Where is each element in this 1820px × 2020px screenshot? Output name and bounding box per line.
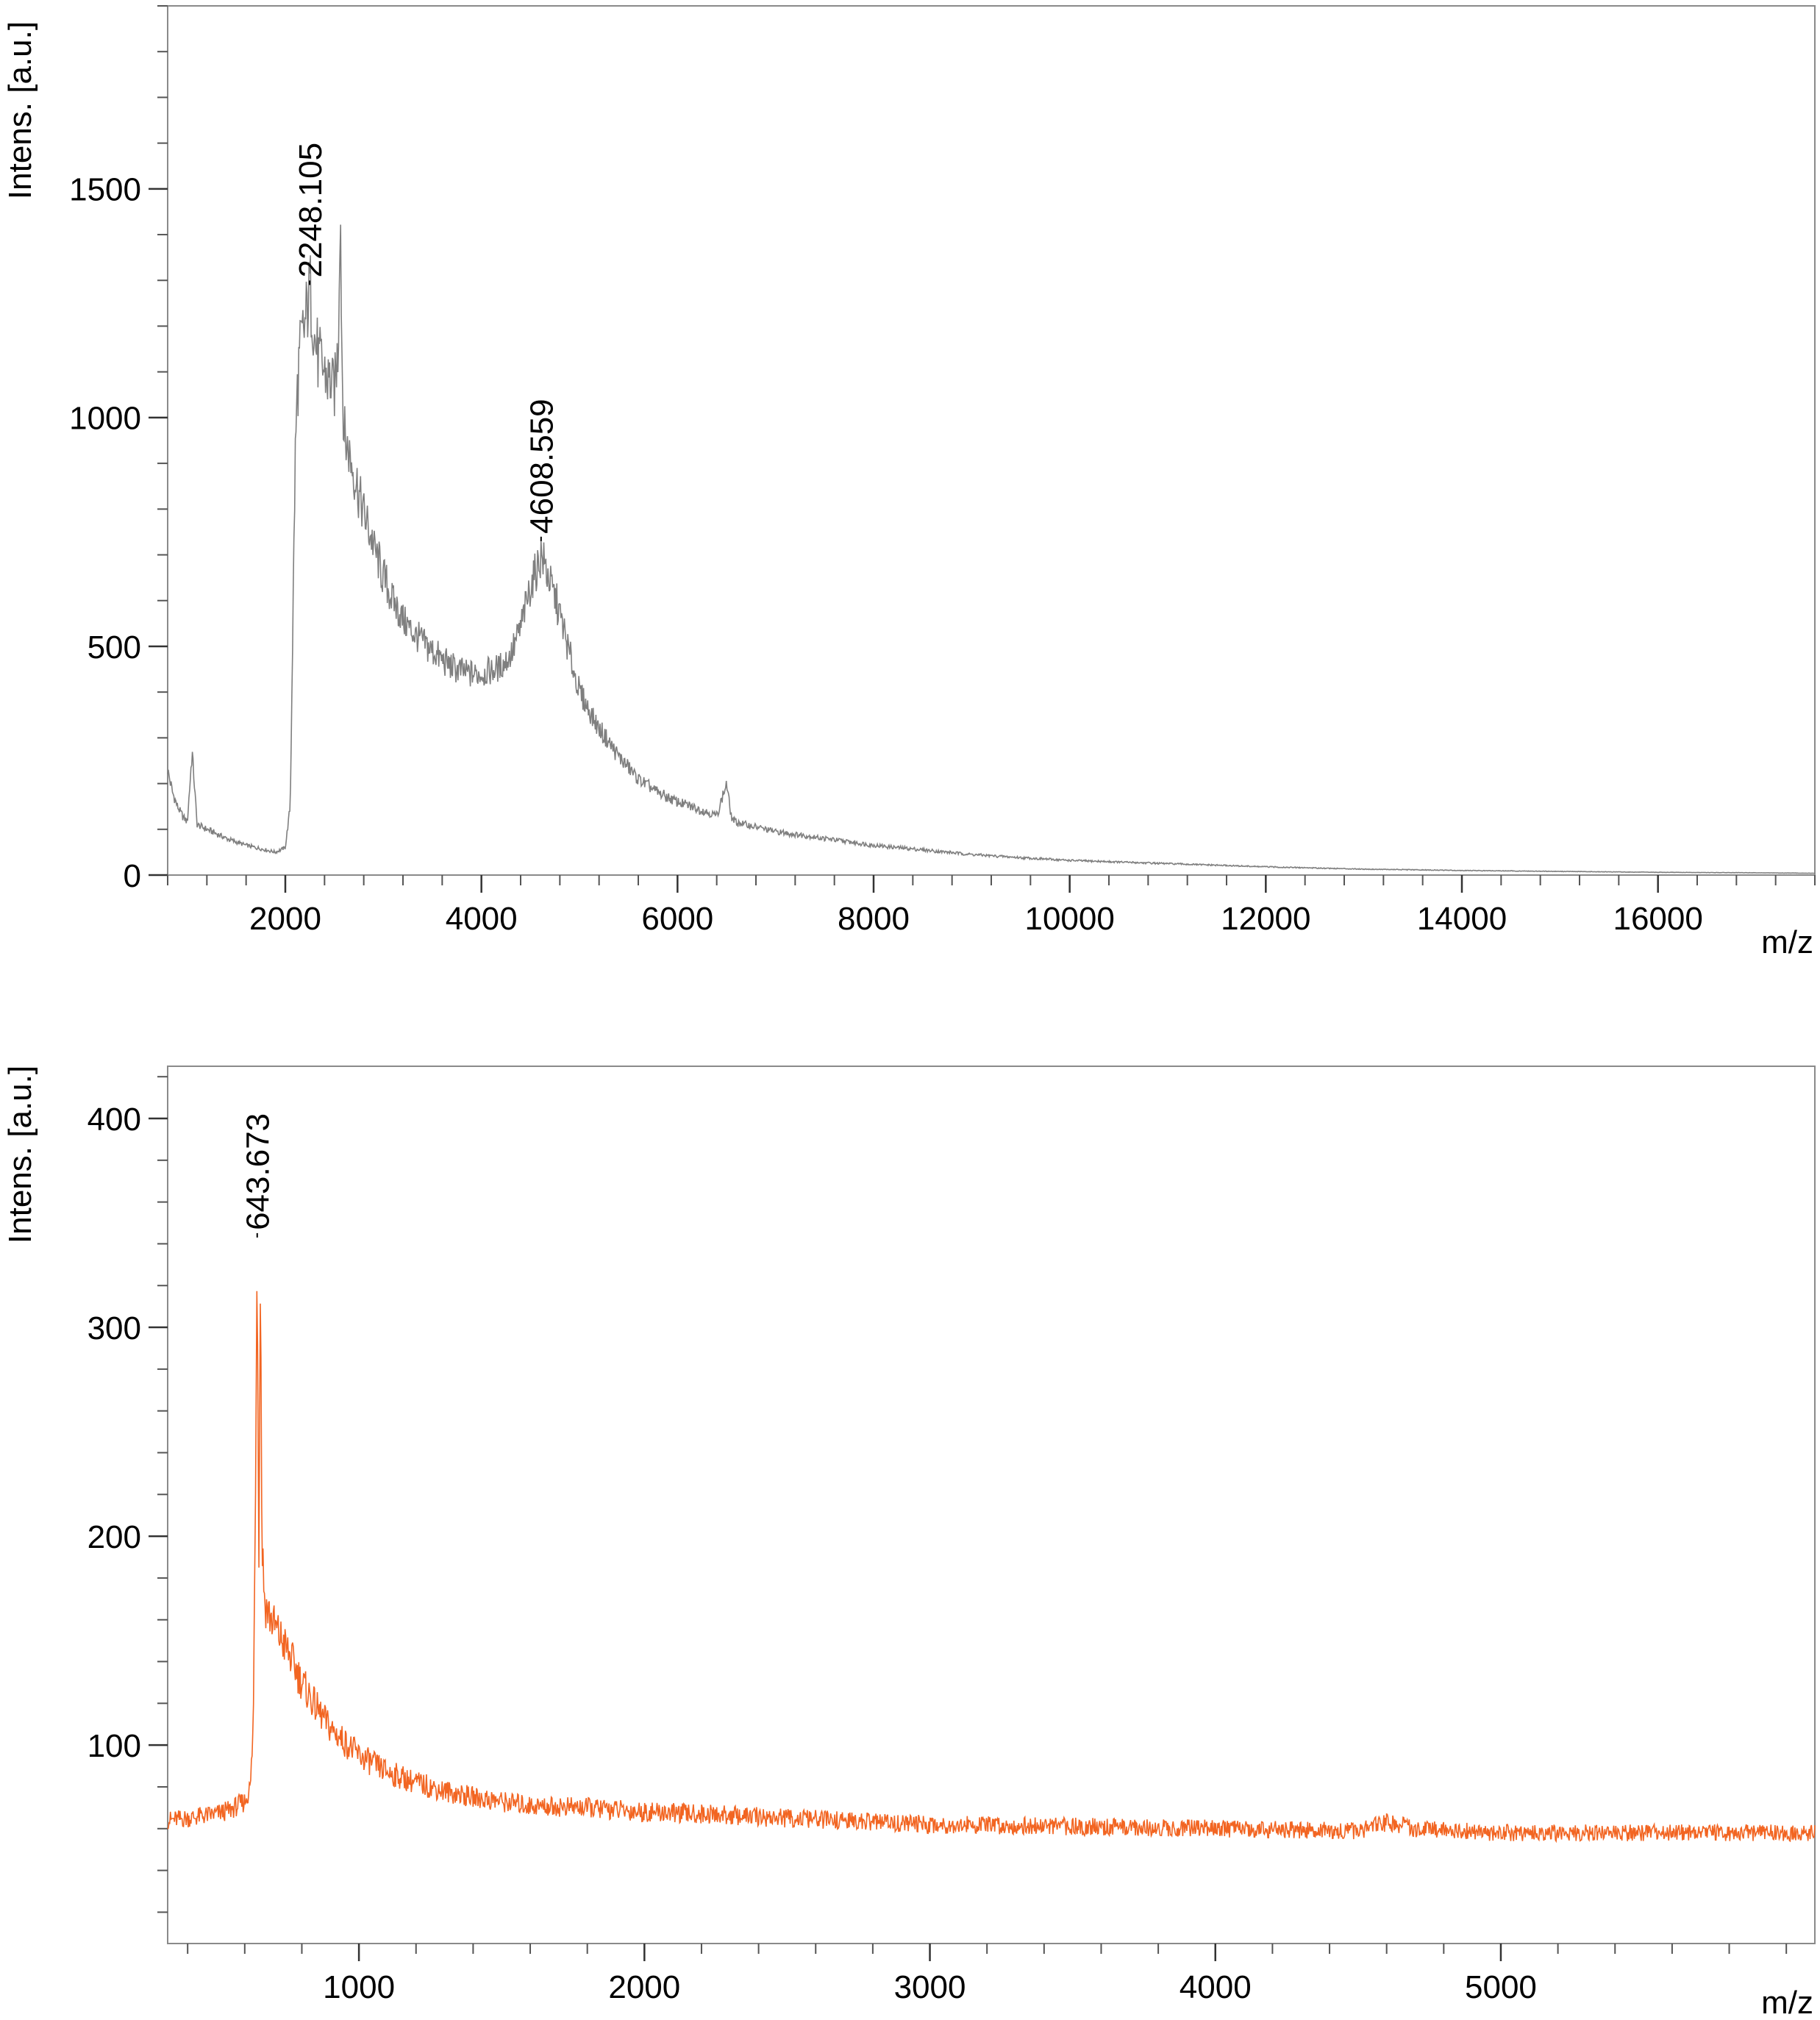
y-tick-label: 200 — [88, 1519, 141, 1555]
x-tick-label: 2000 — [249, 901, 321, 937]
y-tick-label: 1000 — [69, 401, 141, 437]
y-tick-label: 300 — [88, 1310, 141, 1346]
series-line-group: 643.673 — [167, 1113, 1816, 1844]
x-axis-label: m/z — [1761, 1985, 1813, 2020]
axis-labels: Intens. [a.u.] m/z — [2, 1066, 1813, 2020]
axis-ticks: 100 200 300 400 1000 2000 3000 4000 5000 — [88, 1076, 1788, 2005]
series-line — [167, 1291, 1816, 1844]
mass-spectrum-bottom-panel: 100 200 300 400 1000 2000 3000 4000 5000 643.673… — [2, 1066, 1816, 2020]
peak-label: 643.673 — [240, 1113, 276, 1230]
peak-label: 4608.559 — [524, 399, 560, 534]
x-tick-label: 10000 — [1024, 901, 1114, 937]
y-tick-label: 500 — [88, 629, 141, 665]
y-tick-label: 0 — [124, 858, 141, 894]
peak-label: 2248.105 — [293, 143, 329, 278]
axis-ticks: 0 500 1000 1500 2000 4000 6000 8000 10000 12000 14… — [69, 5, 1816, 937]
x-tick-label: 3000 — [894, 1969, 966, 2005]
x-tick-label: 16000 — [1613, 901, 1702, 937]
y-axis-label: Intens. [a.u.] — [2, 21, 38, 199]
series-line-group: 2248.105 4608.559 — [167, 143, 1816, 874]
plot-frame — [167, 1066, 1816, 1944]
y-tick-label: 1500 — [69, 172, 141, 208]
x-tick-label: 1000 — [323, 1969, 395, 2005]
y-tick-label: 100 — [88, 1728, 141, 1764]
y-tick-label: 400 — [88, 1102, 141, 1138]
axis-labels: Intens. [a.u.] m/z — [2, 21, 1813, 960]
x-tick-label: 4000 — [446, 901, 518, 937]
series-line — [167, 224, 1816, 874]
x-tick-label: 6000 — [641, 901, 713, 937]
x-tick-label: 5000 — [1465, 1969, 1537, 2005]
x-tick-label: 14000 — [1417, 901, 1507, 937]
x-tick-label: 4000 — [1180, 1969, 1252, 2005]
x-axis-label: m/z — [1761, 924, 1813, 960]
mass-spectrum-top-panel: 0 500 1000 1500 2000 4000 6000 8000 10000 12000 14… — [2, 5, 1816, 960]
x-tick-label: 2000 — [608, 1969, 680, 2005]
x-tick-label: 8000 — [838, 901, 910, 937]
y-axis-label: Intens. [a.u.] — [2, 1066, 38, 1243]
plot-frame — [167, 5, 1816, 876]
x-tick-label: 12000 — [1221, 901, 1310, 937]
